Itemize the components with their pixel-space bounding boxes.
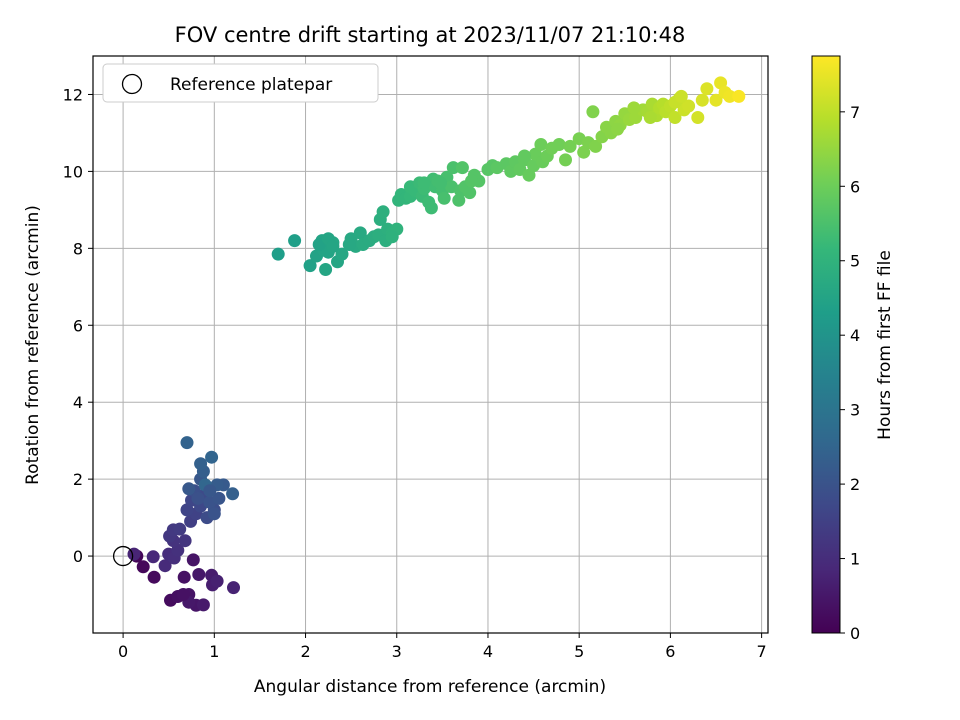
- x-tick-label: 4: [483, 642, 493, 661]
- data-point: [463, 186, 477, 200]
- y-tick-label: 6: [73, 316, 83, 335]
- data-point: [695, 93, 709, 107]
- chart-title: FOV centre drift starting at 2023/11/07 …: [175, 23, 686, 47]
- y-tick-label: 0: [73, 547, 83, 566]
- data-point: [335, 247, 349, 261]
- data-point: [732, 89, 746, 103]
- data-point: [146, 550, 160, 564]
- data-point: [180, 436, 194, 450]
- x-tick-label: 0: [118, 642, 128, 661]
- colorbar-tick-label: 5: [850, 252, 860, 271]
- data-point: [452, 193, 466, 207]
- legend-reference-marker: [121, 73, 143, 95]
- data-point: [674, 89, 688, 103]
- data-point: [205, 450, 219, 464]
- data-point: [376, 205, 390, 219]
- y-tick-label: 4: [73, 393, 83, 412]
- colorbar-tick-label: 1: [850, 550, 860, 569]
- colorbar-tick-label: 4: [850, 326, 860, 345]
- legend: Reference platepar: [102, 63, 379, 103]
- data-point: [709, 93, 723, 107]
- data-point: [342, 238, 356, 251]
- data-point: [303, 259, 317, 273]
- colorbar-tick-label: 6: [850, 177, 860, 196]
- data-point: [589, 139, 603, 153]
- x-tick-label: 2: [300, 642, 310, 661]
- colorbar-tick-label: 7: [850, 103, 860, 122]
- data-point: [196, 598, 210, 612]
- y-tick-label: 10: [63, 162, 83, 181]
- x-tick-label: 7: [757, 642, 767, 661]
- data-point: [186, 553, 200, 567]
- x-tick-label: 5: [574, 642, 584, 661]
- data-point: [147, 570, 161, 584]
- data-point: [559, 153, 572, 167]
- data-point: [518, 149, 531, 163]
- data-point: [136, 560, 150, 574]
- y-tick-label: 2: [73, 470, 83, 489]
- colorbar-tick-label: 2: [850, 475, 860, 494]
- data-point: [326, 239, 340, 253]
- data-point: [700, 82, 714, 96]
- legend-reference-label: Reference platepar: [170, 75, 332, 95]
- data-point: [212, 491, 226, 505]
- data-point: [611, 122, 624, 136]
- colorbar: 0 1 2 3 4 5 6 7: [811, 55, 860, 643]
- colorbar-tick-label: 3: [850, 401, 860, 420]
- colorbar-gradient: [811, 55, 841, 634]
- data-point: [643, 111, 657, 124]
- data-point: [173, 522, 187, 536]
- y-tick-label: 8: [73, 239, 83, 258]
- data-point: [178, 534, 192, 548]
- data-point: [691, 111, 705, 124]
- x-axis-label: Angular distance from reference (arcmin): [254, 677, 606, 697]
- data-point: [552, 138, 566, 151]
- data-point: [465, 174, 478, 188]
- data-point: [385, 230, 399, 244]
- data-point: [203, 484, 217, 498]
- data-point: [177, 570, 191, 584]
- data-point: [194, 457, 208, 471]
- y-axis-label: Rotation from reference (arcmin): [23, 205, 43, 485]
- data-point: [668, 111, 682, 124]
- data-point: [353, 226, 367, 240]
- data-point: [437, 191, 451, 205]
- data-point: [627, 101, 641, 115]
- x-tick-label: 3: [392, 642, 402, 661]
- data-point: [227, 581, 240, 595]
- data-point: [176, 588, 190, 601]
- axes-frame: [92, 55, 769, 634]
- data-point: [534, 138, 548, 151]
- data-point: [288, 234, 302, 248]
- legend-box: [102, 63, 379, 103]
- data-point: [434, 176, 447, 190]
- reference-platepar-marker: [112, 545, 134, 567]
- y-tick-label: 12: [63, 85, 83, 104]
- colorbar-label: Hours from first FF file: [875, 250, 895, 440]
- data-point: [226, 487, 240, 501]
- data-point: [723, 89, 737, 103]
- data-point: [424, 201, 438, 215]
- data-point: [191, 491, 205, 505]
- data-point: [158, 559, 172, 573]
- data-point: [682, 99, 696, 113]
- data-point: [455, 161, 469, 175]
- data-point: [182, 482, 196, 496]
- data-point: [207, 507, 221, 521]
- data-point: [446, 161, 460, 175]
- colorbar-tick-label: 0: [850, 624, 860, 643]
- data-point: [586, 105, 600, 119]
- data-point: [319, 263, 333, 276]
- x-tick-label: 1: [209, 642, 219, 661]
- data-point: [192, 568, 206, 581]
- data-point: [271, 247, 285, 261]
- x-tick-label: 6: [665, 642, 675, 661]
- data-point: [563, 139, 577, 153]
- data-point: [210, 574, 224, 588]
- data-point: [417, 176, 431, 190]
